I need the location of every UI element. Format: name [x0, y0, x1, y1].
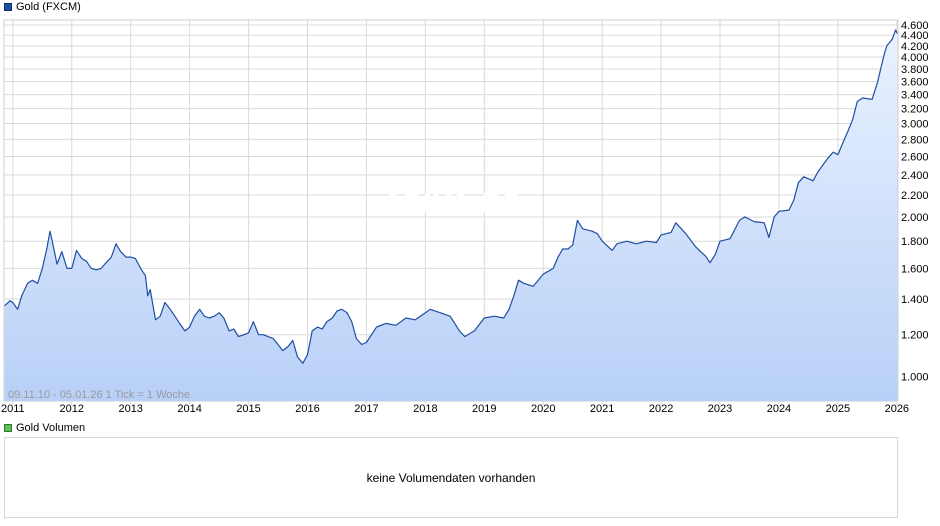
y-tick-label: 2.800	[901, 134, 929, 146]
x-tick-label: 2026	[885, 403, 909, 415]
x-tick-label: 2017	[354, 403, 378, 415]
x-tick-label: 2019	[472, 403, 496, 415]
price-line	[4, 29, 898, 364]
y-tick-label: 1.400	[901, 294, 929, 306]
x-tick-label: 2023	[708, 403, 732, 415]
x-tick-label: 2011	[1, 403, 25, 415]
price-chart: ARIVA.DE 1.000 1.200 1.400 1.600 1.800 2.000 2…	[1, 19, 929, 415]
y-tick-label: 3.200	[901, 104, 929, 116]
x-tick-label: 2022	[649, 403, 673, 415]
x-tick-label: 2012	[60, 403, 84, 415]
y-tick-label: 3.000	[901, 118, 929, 130]
x-tick-label: 2024	[767, 403, 791, 415]
x-tick-label: 2013	[118, 403, 142, 415]
x-tick-label: 2015	[236, 403, 260, 415]
y-tick-label: 1.800	[901, 236, 929, 248]
y-tick-label: 4.000	[901, 52, 929, 64]
y-tick-label: 3.400	[901, 90, 929, 102]
price-area	[4, 30, 898, 401]
y-tick-label: 4.400	[901, 30, 929, 42]
volume-legend-swatch	[4, 424, 12, 432]
x-tick-label: 2014	[177, 403, 201, 415]
price-legend-label: Gold (FXCM)	[16, 1, 81, 13]
y-tick-label: 2.000	[901, 212, 929, 224]
x-tick-label: 2020	[531, 403, 555, 415]
y-tick-label: 4.600	[901, 20, 929, 32]
volume-legend-label: Gold Volumen	[16, 422, 86, 434]
y-tick-label: 1.000	[901, 372, 929, 384]
y-tick-label: 1.600	[901, 263, 929, 275]
range-label: 09.11.10 - 05.01.26 1 Tick = 1 Woche	[8, 389, 190, 401]
y-tick-label: 2.200	[901, 190, 929, 202]
x-tick-label: 2021	[590, 403, 614, 415]
y-tick-label: 3.600	[901, 76, 929, 88]
volume-panel: keine Volumendaten vorhanden	[4, 437, 898, 518]
y-tick-label: 4.200	[901, 41, 929, 53]
x-tick-label: 2016	[295, 403, 319, 415]
volume-legend: Gold Volumen	[4, 421, 85, 435]
watermark: ARIVA.DE	[379, 189, 519, 219]
y-tick-label: 2.400	[901, 170, 929, 182]
x-tick-label: 2025	[826, 403, 850, 415]
y-tick-label: 3.800	[901, 64, 929, 76]
y-tick-label: 1.200	[901, 330, 929, 342]
x-tick-label: 2018	[413, 403, 437, 415]
price-legend-swatch	[4, 3, 12, 11]
price-legend: Gold (FXCM)	[4, 0, 81, 14]
y-tick-label: 2.600	[901, 151, 929, 163]
volume-message: keine Volumendaten vorhanden	[366, 471, 536, 485]
